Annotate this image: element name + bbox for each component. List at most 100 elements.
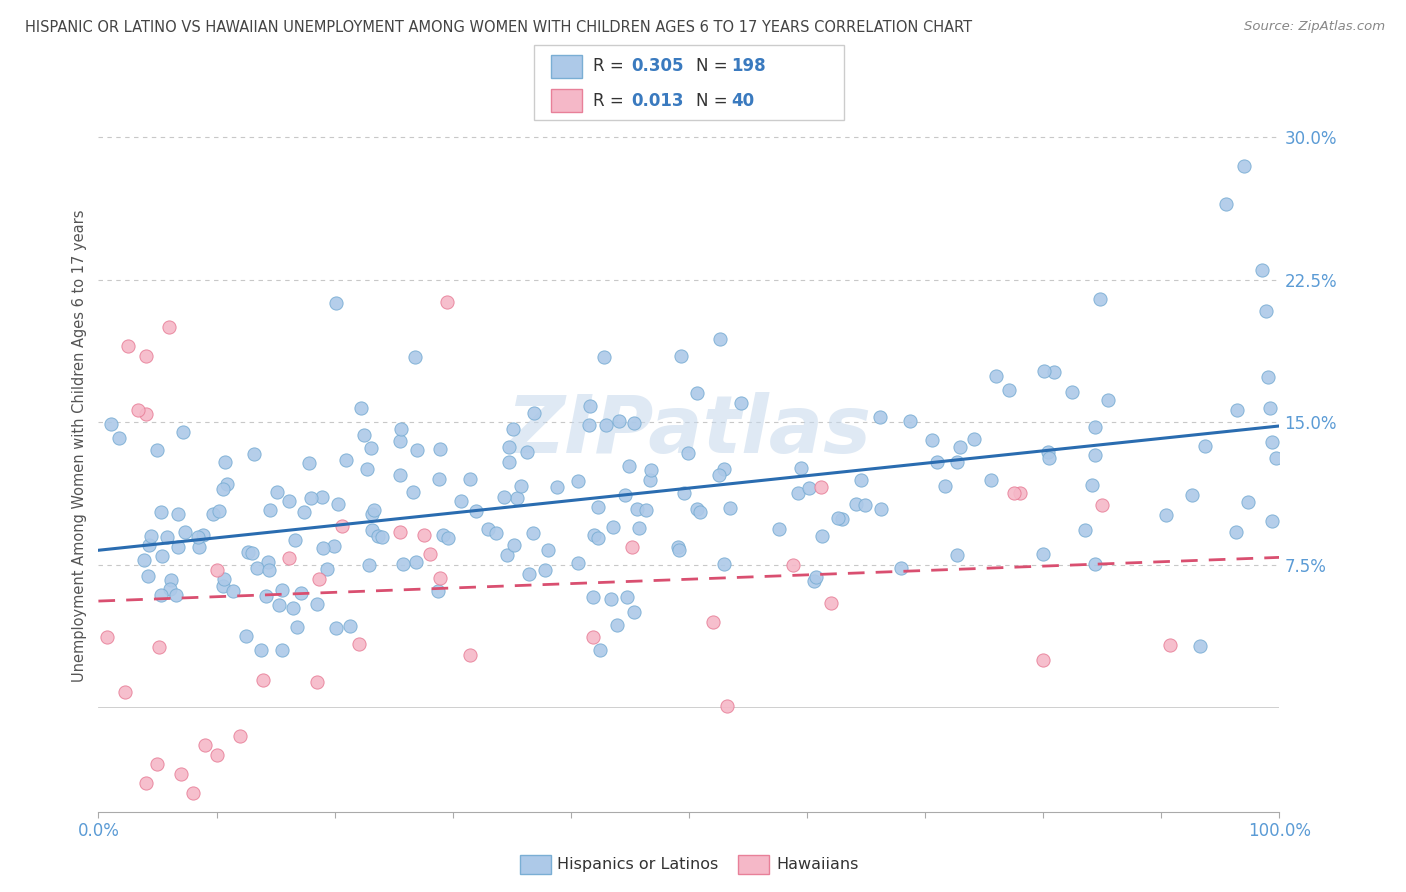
Point (150, 549, 173, 563)
Point (768, 522, 790, 536)
Point (797, 482, 820, 496)
Point (405, 442, 427, 457)
Point (156, 530, 179, 544)
Point (229, 729, 252, 743)
Point (1032, 547, 1054, 561)
Point (1258, 401, 1281, 416)
Point (640, 462, 662, 476)
Point (498, 455, 520, 469)
Point (211, 482, 233, 496)
Point (159, 582, 181, 597)
Point (1181, 488, 1204, 502)
Point (713, 462, 735, 476)
Point (709, 332, 731, 346)
Point (427, 584, 450, 599)
Point (811, 528, 834, 542)
Point (803, 574, 825, 588)
Point (371, 530, 394, 544)
Point (689, 505, 711, 519)
Text: R =: R = (593, 57, 630, 75)
Point (506, 491, 529, 505)
Point (1154, 508, 1177, 522)
Point (1261, 514, 1284, 528)
Point (246, 561, 269, 575)
Text: Hispanics or Latinos: Hispanics or Latinos (557, 857, 718, 871)
Point (357, 558, 380, 572)
Point (589, 643, 612, 657)
Point (134, 407, 156, 421)
Point (254, 589, 277, 603)
Point (595, 417, 617, 432)
Point (613, 488, 636, 502)
Point (208, 504, 231, 518)
Text: N =: N = (696, 92, 733, 110)
Point (249, 643, 271, 657)
Point (257, 563, 280, 577)
Point (325, 621, 347, 635)
Point (194, 738, 217, 752)
Point (419, 548, 441, 562)
Point (581, 590, 603, 604)
Point (157, 320, 180, 334)
Point (323, 540, 346, 554)
Point (173, 524, 195, 539)
Point (1225, 525, 1247, 540)
Point (339, 619, 361, 633)
Point (503, 539, 526, 553)
Point (270, 643, 292, 657)
Text: 198: 198 (731, 57, 766, 75)
Point (429, 570, 451, 584)
Point (170, 766, 193, 780)
Point (638, 473, 661, 487)
Point (718, 500, 741, 515)
Point (579, 399, 602, 413)
Point (391, 557, 413, 571)
Point (1264, 450, 1286, 465)
Point (167, 540, 190, 554)
Point (1073, 523, 1095, 537)
Point (582, 631, 605, 645)
Point (138, 538, 160, 552)
Point (305, 675, 328, 690)
Point (582, 528, 605, 542)
Point (986, 368, 1008, 383)
Point (405, 555, 427, 569)
Point (1254, 304, 1277, 318)
Point (716, 699, 738, 714)
Point (290, 585, 312, 599)
Point (172, 425, 194, 439)
Point (600, 592, 623, 607)
Point (347, 637, 370, 651)
Point (436, 531, 458, 545)
Point (108, 431, 131, 445)
Point (827, 511, 849, 525)
Point (673, 486, 696, 500)
Point (267, 599, 290, 613)
Point (620, 541, 643, 555)
Point (1038, 451, 1060, 466)
Point (235, 629, 257, 643)
Point (890, 561, 912, 575)
Point (363, 502, 385, 516)
Point (360, 507, 382, 521)
Point (243, 447, 266, 461)
Point (1159, 638, 1181, 652)
Point (1033, 364, 1056, 378)
Point (1091, 498, 1114, 512)
Point (831, 511, 853, 525)
Point (593, 350, 616, 364)
Point (925, 455, 948, 469)
Text: N =: N = (696, 57, 733, 75)
Point (146, 757, 169, 772)
Point (215, 476, 238, 491)
Point (502, 422, 524, 436)
Point (1233, 159, 1256, 173)
Point (266, 484, 288, 499)
Point (870, 502, 893, 516)
Point (949, 440, 972, 454)
Point (413, 528, 436, 542)
Point (222, 584, 245, 599)
Point (1250, 263, 1272, 277)
Point (350, 401, 373, 416)
Point (921, 434, 943, 448)
